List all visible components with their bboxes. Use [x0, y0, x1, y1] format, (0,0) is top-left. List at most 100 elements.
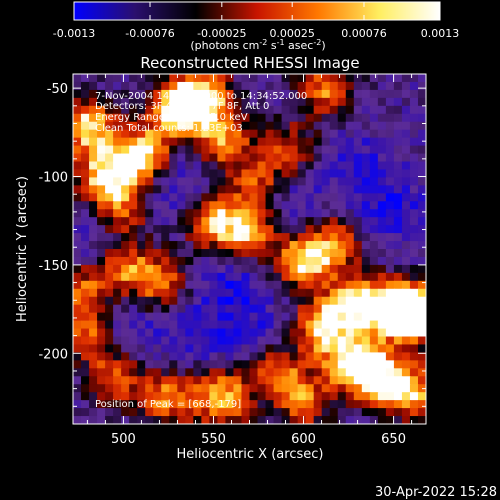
heatmap-cell [153, 105, 162, 115]
heatmap-cell [329, 153, 339, 163]
heatmap-cell [137, 328, 146, 338]
heatmap-cell [185, 233, 194, 242]
heatmap-cell [97, 89, 106, 99]
heatmap-cell [73, 256, 82, 266]
heatmap-cell [177, 201, 186, 210]
heatmap-cell [129, 161, 138, 171]
heatmap-cell [153, 217, 162, 226]
heatmap-cell [321, 400, 331, 409]
heatmap-cell [393, 280, 403, 290]
heatmap-cell [153, 241, 162, 250]
heatmap-cell [377, 272, 387, 282]
heatmap-cell [329, 264, 339, 274]
heatmap-cell [185, 97, 194, 107]
heatmap-cell [177, 376, 186, 385]
heatmap-cell [369, 137, 379, 147]
heatmap-cell [81, 368, 90, 377]
heatmap-cell [225, 384, 235, 393]
heatmap-cell [249, 97, 259, 107]
heatmap-cell [265, 217, 275, 226]
heatmap-cell [161, 177, 170, 186]
heatmap-cell [377, 368, 387, 377]
heatmap-cell [257, 241, 267, 250]
heatmap-cell [113, 392, 122, 401]
heatmap-cell [305, 153, 315, 163]
heatmap-cell [81, 225, 90, 234]
heatmap-cell [297, 416, 307, 424]
heatmap-cell [201, 241, 210, 250]
heatmap-cell [145, 328, 154, 338]
heatmap-cell [217, 81, 227, 91]
heatmap-cell [313, 169, 323, 178]
heatmap-cell [113, 344, 122, 353]
heatmap-cell [329, 233, 339, 242]
heatmap-cell [153, 161, 162, 171]
heatmap-cell [393, 376, 403, 385]
heatmap-cell [225, 169, 235, 178]
heatmap-cell [329, 241, 339, 250]
heatmap-cell [345, 312, 355, 322]
heatmap-cell [113, 137, 122, 147]
heatmap-cell [113, 169, 122, 178]
heatmap-cell [209, 352, 219, 361]
heatmap-cell [233, 113, 243, 123]
annotation-detectors: Detectors: 3F 4F 5F 6F 7F 8F, Att 0 [95, 101, 269, 112]
heatmap-cell [273, 185, 283, 194]
heatmap-cell [145, 288, 154, 298]
heatmap-cell [137, 384, 146, 393]
heatmap-cell [137, 336, 146, 346]
heatmap-cell [305, 344, 315, 353]
heatmap-cell [353, 97, 363, 107]
heatmap-cell [329, 408, 339, 417]
heatmap-cell [217, 352, 227, 361]
heatmap-cell [185, 185, 194, 194]
heatmap-cell [217, 256, 227, 266]
heatmap-cell [249, 177, 259, 186]
heatmap-cell [313, 177, 323, 186]
heatmap-cell [369, 264, 379, 274]
heatmap-cell [161, 121, 170, 131]
heatmap-cell [89, 177, 98, 186]
heatmap-cell [321, 384, 331, 393]
heatmap-cell [257, 312, 267, 322]
heatmap-cell [241, 177, 251, 186]
heatmap-cell [273, 121, 283, 131]
heatmap-cell [89, 113, 98, 123]
heatmap-cell [361, 193, 371, 202]
heatmap-cell [185, 249, 194, 258]
heatmap-cell [393, 400, 403, 409]
heatmap-cell [129, 137, 138, 147]
heatmap-cell [249, 392, 259, 401]
heatmap-cell [217, 121, 227, 131]
heatmap-cell [393, 145, 403, 155]
heatmap-cell [289, 384, 299, 393]
heatmap-cell [345, 400, 355, 409]
heatmap-cell [273, 113, 283, 123]
heatmap-cell [97, 233, 106, 242]
heatmap-cell [297, 304, 307, 314]
heatmap-cell [297, 145, 307, 155]
heatmap-cell [105, 320, 114, 330]
heatmap-cell [321, 336, 331, 346]
heatmap-cell [169, 304, 178, 314]
heatmap-cell [81, 336, 90, 346]
heatmap-cell [105, 201, 114, 210]
heatmap-cell [73, 272, 82, 282]
heatmap-cell [393, 241, 403, 250]
heatmap-cell [241, 241, 251, 250]
heatmap-cell [241, 185, 251, 194]
heatmap-cell [97, 161, 106, 171]
heatmap-cell [409, 400, 419, 409]
heatmap-cell [113, 400, 122, 409]
heatmap-cell [385, 74, 395, 83]
heatmap-cell [217, 137, 227, 147]
heatmap-cell [409, 233, 419, 242]
heatmap-cell [281, 400, 291, 409]
heatmap-cell [313, 280, 323, 290]
heatmap-cell [417, 320, 426, 330]
heatmap-cell [417, 400, 426, 409]
heatmap-cell [97, 392, 106, 401]
heatmap-cell [417, 217, 426, 226]
heatmap-cell [97, 81, 106, 91]
heatmap-cell [345, 145, 355, 155]
